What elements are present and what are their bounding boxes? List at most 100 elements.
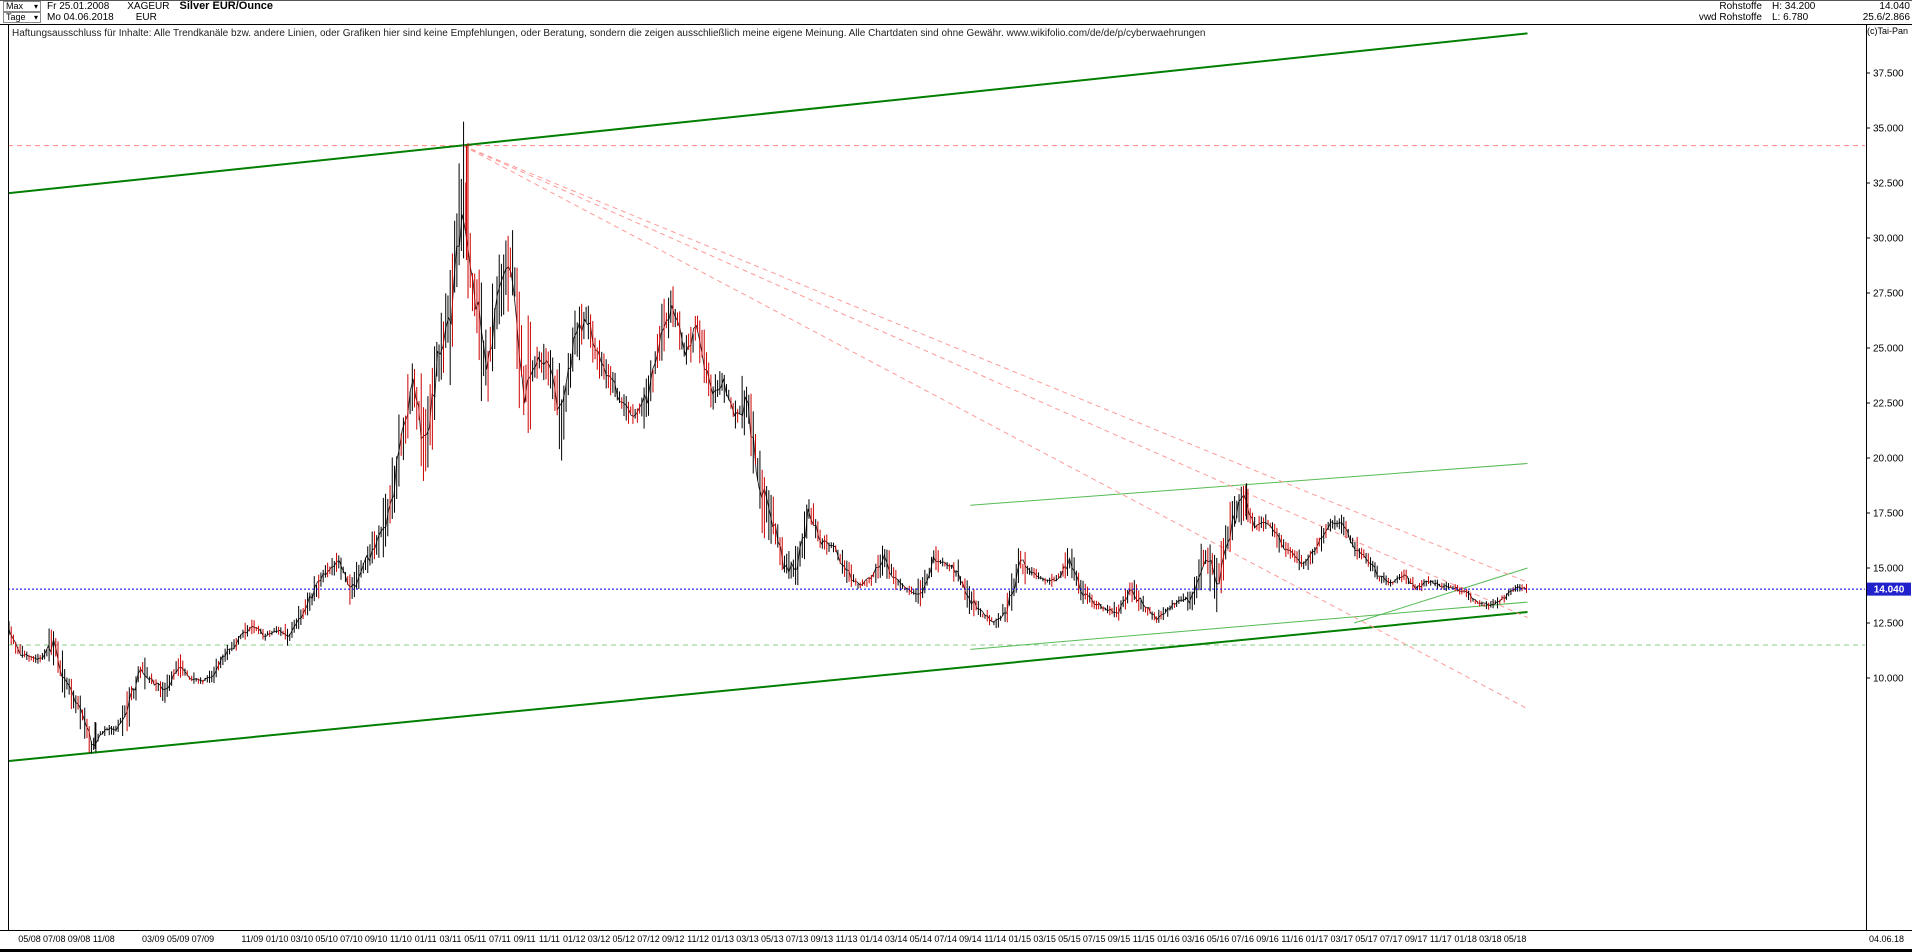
- x-axis-label: 01/14: [860, 934, 883, 944]
- disclaimer-text: Haftungsausschluss für Inhalte: Alle Tre…: [12, 28, 1206, 39]
- channel-lower: [9, 611, 1528, 762]
- support-mid: [970, 463, 1528, 506]
- x-axis-label: 05/13: [761, 934, 784, 944]
- x-axis-label: 07/12: [637, 934, 660, 944]
- fan-3: [462, 145, 1528, 710]
- feed-provider: vwd Rohstoffe: [1698, 12, 1762, 23]
- x-axis-label: 03/11: [440, 934, 462, 944]
- y-axis-label: 12.500: [1873, 619, 1904, 630]
- x-axis-label: 07/17: [1380, 934, 1403, 944]
- y-axis-label: 32.500: [1873, 179, 1904, 190]
- x-axis-label: 07/14: [934, 934, 957, 944]
- copyright-label: (c)Tai-Pan: [1866, 26, 1908, 36]
- x-axis-label: 01/10: [266, 934, 289, 944]
- x-axis-label: 03/14: [885, 934, 908, 944]
- x-axis-label: 09/13: [811, 934, 834, 944]
- x-axis-label: 01/17: [1306, 934, 1329, 944]
- x-axis-label: 03/18: [1479, 934, 1502, 944]
- x-axis-label: 05/08: [18, 934, 41, 944]
- x-axis-label: 11/14: [984, 934, 1006, 944]
- y-axis-label: 25.000: [1873, 344, 1904, 355]
- last-value: 14.040: [1879, 1, 1910, 12]
- x-axis-label: 11/17: [1430, 934, 1452, 944]
- x-axis-label: 05/15: [1058, 934, 1081, 944]
- x-axis-label: 09/11: [514, 934, 536, 944]
- x-axis-label: 07/15: [1083, 934, 1106, 944]
- period-dropdown-label: Tage: [6, 12, 26, 22]
- x-axis-label: 03/09: [142, 934, 165, 944]
- x-axis-label: 05/14: [910, 934, 933, 944]
- x-axis-label: 09/17: [1405, 934, 1428, 944]
- high-value: H: 34.200: [1772, 1, 1816, 12]
- x-axis-label: 01/11: [415, 934, 437, 944]
- extra-value: 25.6/2.866: [1862, 12, 1910, 23]
- x-axis-label: 05/10: [315, 934, 338, 944]
- x-axis-label: 03/17: [1331, 934, 1354, 944]
- x-axis-label: 11/08: [93, 934, 115, 944]
- price-line: [9, 214, 1528, 746]
- currency-label: EUR: [135, 12, 157, 23]
- y-axis-label: 37.500: [1873, 69, 1904, 80]
- low-value: L: 6.780: [1772, 12, 1809, 23]
- x-axis-label: 09/08: [68, 934, 91, 944]
- x-axis-label: 01/15: [1009, 934, 1032, 944]
- x-axis-label: 11/12: [687, 934, 709, 944]
- x-axis-label: 05/11: [464, 934, 486, 944]
- y-axis-label: 27.500: [1873, 289, 1904, 300]
- range-dropdown[interactable]: Max: [3, 1, 41, 12]
- x-axis-label: 03/15: [1033, 934, 1056, 944]
- x-axis-label: 11/09: [241, 934, 263, 944]
- x-axis-label: 07/11: [489, 934, 511, 944]
- instrument-title: Silver EUR/Ounce: [179, 0, 274, 12]
- x-axis-label: 05/09: [167, 934, 190, 944]
- chevron-down-icon: [34, 1, 38, 12]
- y-axis-label: 22.500: [1873, 399, 1904, 410]
- x-axis-label: 09/10: [365, 934, 388, 944]
- range-dropdown-label: Max: [6, 1, 24, 11]
- y-axis-label: 10.000: [1873, 674, 1904, 685]
- fan-2: [462, 145, 1528, 618]
- channel-upper: [9, 32, 1528, 195]
- x-axis-label: 07/10: [340, 934, 363, 944]
- range-start-date: Fr 25.01.2008: [47, 1, 110, 12]
- y-axis-label: 35.000: [1873, 124, 1904, 135]
- x-axis-label: 09/16: [1256, 934, 1279, 944]
- x-axis-label: 01/13: [712, 934, 735, 944]
- x-axis-label: 09/15: [1108, 934, 1131, 944]
- chart-header: Max Fr 25.01.2008 XAGEUR Silver EUR/Ounc…: [0, 1, 1912, 24]
- x-axis-label: 05/17: [1355, 934, 1378, 944]
- header-right-1: Rohstoffe H: 34.200 14.040: [1642, 1, 1910, 12]
- chevron-down-icon: [34, 12, 38, 23]
- last-price-badge-label: 14.040: [1874, 585, 1905, 596]
- x-axis-label: 01/12: [563, 934, 586, 944]
- support-low-a: [970, 601, 1528, 650]
- y-axis-label: 17.500: [1873, 509, 1904, 520]
- x-axis-label: 01/18: [1454, 934, 1477, 944]
- x-axis-label: 03/13: [736, 934, 759, 944]
- x-axis-label: 07/13: [786, 934, 809, 944]
- x-axis-label: 03/10: [291, 934, 314, 944]
- header-row-1: Max Fr 25.01.2008 XAGEUR Silver EUR/Ounc…: [0, 1, 1912, 12]
- x-axis-label: 03/12: [588, 934, 611, 944]
- x-axis-label: 09/12: [662, 934, 685, 944]
- last-price-badge: [1867, 582, 1911, 596]
- last-date-label: 04.06.18: [1869, 934, 1904, 944]
- x-axis-label: 09/14: [959, 934, 982, 944]
- fan-1: [462, 145, 1528, 583]
- x-axis-label: 07/09: [192, 934, 215, 944]
- x-axis-label: 07/16: [1231, 934, 1254, 944]
- x-axis-label: 11/10: [390, 934, 412, 944]
- last-session-date: Mo 04.06.2018: [47, 12, 114, 23]
- y-axis-label: 30.000: [1873, 234, 1904, 245]
- y-axis-label: 20.000: [1873, 454, 1904, 465]
- header-right-2: vwd Rohstoffe L: 6.780 25.6/2.866: [1642, 12, 1910, 23]
- header-row-2: Tage Mo 04.06.2018 EUR vwd Rohstoffe L: …: [0, 12, 1912, 23]
- period-dropdown[interactable]: Tage: [3, 12, 41, 23]
- x-axis-label: 01/16: [1157, 934, 1180, 944]
- x-axis-label: 05/16: [1207, 934, 1230, 944]
- x-axis-label: 03/16: [1182, 934, 1205, 944]
- x-axis-label: 05/18: [1504, 934, 1527, 944]
- support-low-b: [1354, 567, 1528, 624]
